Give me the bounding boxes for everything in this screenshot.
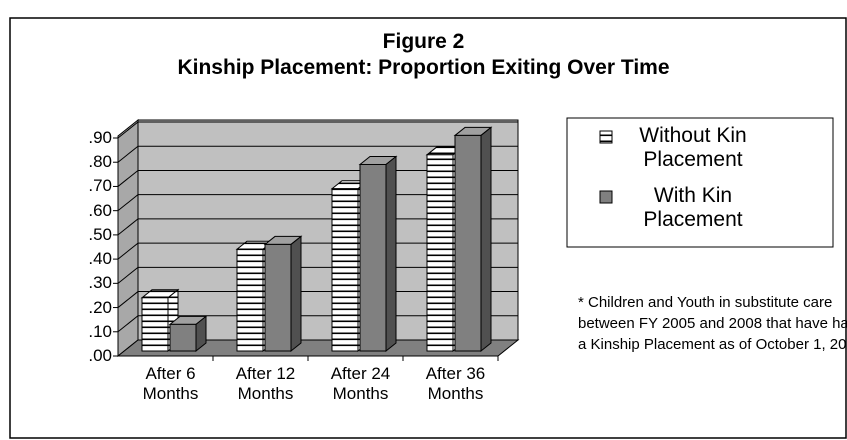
bar-side [385, 155, 397, 353]
y-tick-label: .90 [88, 128, 112, 147]
bar-front [264, 243, 292, 352]
bar-side [290, 235, 302, 353]
bar-side [480, 126, 492, 353]
y-tick-label: .10 [88, 321, 112, 341]
x-tick-label: After 36 Months [425, 364, 486, 403]
y-tick-label: .20 [88, 297, 112, 317]
x-tick-label: After 24 Months [330, 364, 391, 403]
legend-label: Without Kin Placement [639, 124, 747, 171]
y-tick-label: .60 [88, 200, 112, 220]
annotation: * Children and Youth in substitute care … [578, 294, 847, 353]
x-tick-label: After 12 Months [235, 364, 296, 403]
legend-swatch [599, 130, 613, 144]
y-tick-label: .40 [88, 249, 112, 269]
bar [263, 235, 303, 353]
bar-front [359, 163, 387, 352]
legend-swatch [599, 190, 613, 204]
grid-line [117, 121, 518, 139]
chart-title: Figure 2 [382, 30, 465, 53]
bar [358, 155, 398, 353]
x-tick-label: After 6 Months [142, 364, 199, 403]
bar-front [426, 154, 454, 352]
side-wall [117, 118, 139, 358]
y-tick-label: .30 [88, 273, 112, 293]
y-tick-label: .50 [88, 224, 112, 244]
bar [453, 126, 493, 353]
bar-front [454, 134, 482, 352]
legend-label: With Kin Placement [643, 184, 743, 231]
y-tick-label: .00 [88, 346, 112, 365]
bar-front [141, 297, 169, 352]
y-tick-label: .80 [88, 152, 112, 172]
bar-front [169, 323, 197, 352]
chart-subtitle: Kinship Placement: Proportion Exiting Ov… [177, 56, 670, 79]
y-tick-label: .70 [88, 176, 112, 196]
bar [168, 315, 208, 353]
bar-front [236, 248, 264, 352]
grid-line [117, 145, 518, 163]
bar-front [331, 188, 359, 352]
